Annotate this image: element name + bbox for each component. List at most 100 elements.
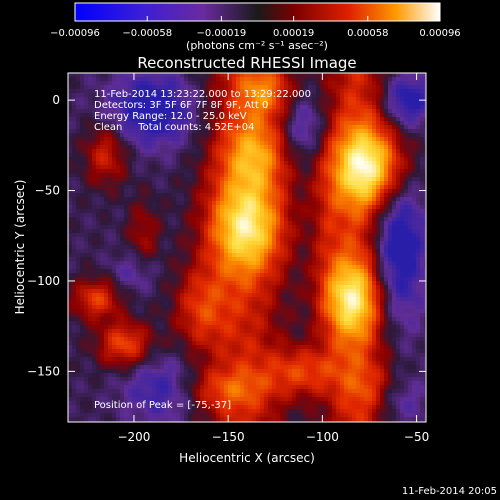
heatmap-cell [108, 253, 113, 258]
heatmap-cell [244, 113, 249, 118]
heatmap-cell [280, 221, 285, 226]
heatmap-cell [372, 189, 377, 194]
heatmap-cell [100, 229, 105, 234]
heatmap-cell [292, 249, 297, 254]
heatmap-cell [104, 233, 109, 238]
heatmap-cell [136, 233, 141, 238]
heatmap-cell [268, 137, 273, 142]
heatmap-cell [140, 137, 145, 142]
heatmap-cell [376, 273, 381, 278]
heatmap-cell [156, 237, 161, 242]
heatmap-cell [284, 177, 289, 182]
heatmap-cell [364, 93, 369, 98]
heatmap-cell [236, 109, 241, 114]
heatmap-cell [104, 229, 109, 234]
heatmap-cell [344, 237, 349, 242]
heatmap-cell [420, 217, 425, 222]
heatmap-cell [76, 249, 81, 254]
heatmap-cell [180, 197, 185, 202]
heatmap-cell [72, 277, 77, 282]
heatmap-cell [184, 217, 189, 222]
heatmap-cell [372, 141, 377, 146]
heatmap-cell [184, 193, 189, 198]
heatmap-cell [160, 81, 165, 86]
heatmap-cell [104, 157, 109, 162]
heatmap-cell [264, 121, 269, 126]
heatmap-cell [212, 93, 217, 98]
heatmap-cell [416, 81, 421, 86]
heatmap-cell [136, 249, 141, 254]
heatmap-cell [96, 285, 101, 290]
heatmap-cell [124, 237, 129, 242]
heatmap-cell [120, 173, 125, 178]
heatmap-cell [244, 129, 249, 134]
heatmap-cell [332, 185, 337, 190]
heatmap-cell [320, 197, 325, 202]
heatmap-cell [116, 73, 121, 78]
heatmap-cell [336, 281, 341, 286]
heatmap-cell [424, 193, 426, 198]
heatmap-cell [308, 129, 313, 134]
heatmap-cell [420, 205, 425, 210]
heatmap-cell [116, 121, 121, 126]
heatmap-cell [404, 113, 409, 118]
heatmap-cell [312, 229, 317, 234]
heatmap-cell [84, 77, 89, 82]
heatmap-cell [140, 93, 145, 98]
heatmap-cell [188, 117, 193, 122]
heatmap-cell [240, 245, 245, 250]
heatmap-cell [420, 225, 425, 230]
heatmap-cell [404, 265, 409, 270]
heatmap-cell [200, 261, 205, 266]
heatmap-cell [332, 233, 337, 238]
heatmap-cell [424, 149, 426, 154]
heatmap-cell [300, 129, 305, 134]
heatmap-cell [164, 285, 169, 290]
heatmap-cell [232, 165, 237, 170]
heatmap-cell [268, 245, 273, 250]
heatmap-cell [272, 285, 277, 290]
heatmap-cell [368, 113, 373, 118]
heatmap-cell [264, 93, 269, 98]
heatmap-cell [204, 165, 209, 170]
heatmap-cell [316, 281, 321, 286]
heatmap-cell [388, 269, 393, 274]
heatmap-cell [80, 241, 85, 246]
heatmap-cell [400, 85, 405, 90]
heatmap-cell [340, 261, 345, 266]
heatmap-cell [364, 201, 369, 206]
heatmap-cell [396, 245, 401, 250]
heatmap-cell [136, 105, 141, 110]
heatmap-cell [140, 269, 145, 274]
heatmap-cell [72, 89, 77, 94]
heatmap-cell [136, 161, 141, 166]
heatmap-cell [352, 97, 357, 102]
heatmap-cell [228, 81, 233, 86]
heatmap-cell [416, 105, 421, 110]
heatmap-cell [204, 225, 209, 230]
heatmap-cell [256, 181, 261, 186]
heatmap-cell [352, 201, 357, 206]
heatmap-cell [336, 269, 341, 274]
heatmap-cell [108, 209, 113, 214]
heatmap-cell [232, 117, 237, 122]
heatmap-cell [204, 241, 209, 246]
heatmap-cell [168, 109, 173, 114]
heatmap-cell [152, 289, 157, 294]
heatmap-cell [192, 161, 197, 166]
heatmap-cell [100, 225, 105, 230]
heatmap-cell [404, 125, 409, 130]
heatmap-cell [388, 145, 393, 150]
heatmap-cell [232, 197, 237, 202]
heatmap-cell [340, 225, 345, 230]
heatmap-cell [344, 77, 349, 82]
heatmap-cell [152, 273, 157, 278]
heatmap-cell [212, 285, 217, 290]
heatmap-cell [224, 109, 229, 114]
heatmap-cell [152, 193, 157, 198]
heatmap-cell [424, 261, 426, 266]
heatmap-cell [388, 117, 393, 122]
heatmap-cell [208, 77, 213, 82]
heatmap-cell [232, 153, 237, 158]
heatmap-cell [140, 109, 145, 114]
